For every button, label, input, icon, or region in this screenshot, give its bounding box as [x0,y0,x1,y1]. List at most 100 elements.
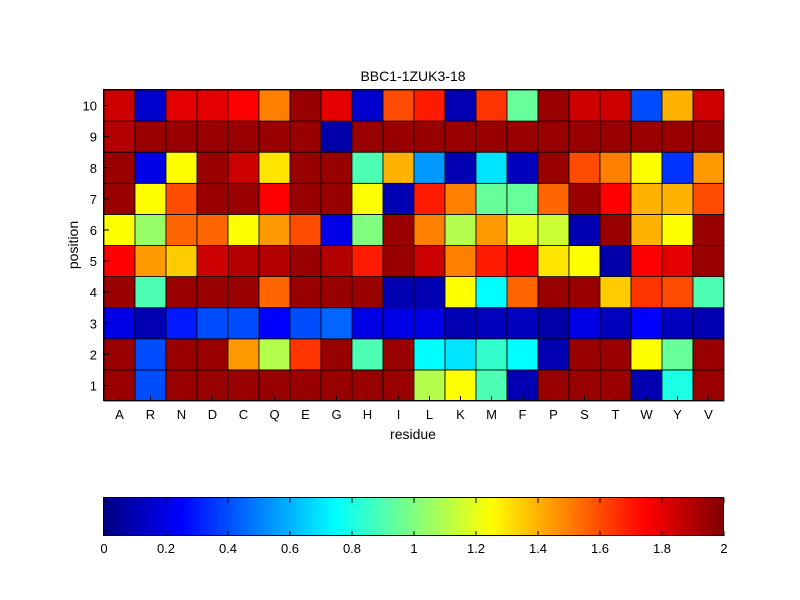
heatmap-cell [599,245,632,278]
heatmap-cell [692,338,725,371]
heatmap-cell [475,245,508,278]
heatmap-cell [413,307,446,340]
heatmap-cell [196,338,229,371]
y-tick-label: 8 [90,161,97,176]
heatmap-cell [444,276,477,309]
y-tick-label: 4 [90,285,97,300]
heatmap-cell [630,338,663,371]
heatmap-cell [692,89,725,122]
heatmap-cell [134,338,167,371]
heatmap-cell [599,307,632,340]
heatmap-cell [568,245,601,278]
heatmap-cell [258,369,291,402]
heatmap-cell [134,89,167,122]
heatmap-cell [599,276,632,309]
heatmap-cell [258,151,291,184]
heatmap-cell [630,151,663,184]
heatmap-cell [134,276,167,309]
heatmap-cell [227,151,260,184]
x-tick-label: L [426,407,433,422]
heatmap-cell [134,245,167,278]
heatmap-cell [506,213,539,246]
colorbar-tick-label: 0.4 [219,541,237,556]
heatmap-cell [475,276,508,309]
x-tick-label: A [115,407,124,422]
colorbar-gradient [103,497,724,536]
heatmap-cell [692,182,725,215]
heatmap-cell [568,338,601,371]
heatmap-cell [537,120,570,153]
colorbar-tick-label: 1 [410,541,417,556]
heatmap-cell [444,338,477,371]
heatmap-cell [320,213,353,246]
heatmap-cell [506,276,539,309]
heatmap-cell [413,151,446,184]
colorbar-tick-label: 0.6 [281,541,299,556]
heatmap-cell [661,245,694,278]
heatmap-cell [289,89,322,122]
heatmap-cell [134,120,167,153]
heatmap-cell [444,120,477,153]
x-tick-label: N [177,407,186,422]
heatmap-cell [227,276,260,309]
heatmap-cell [692,307,725,340]
heatmap-cell [413,213,446,246]
heatmap-cell [475,120,508,153]
heatmap-cell [134,369,167,402]
heatmap-cell [475,151,508,184]
colorbar-tick-label: 0 [100,541,107,556]
heatmap-cell [289,213,322,246]
heatmap-cell [382,120,415,153]
heatmap-cell [444,245,477,278]
colorbar-tick-label: 1.2 [467,541,485,556]
heatmap-cell [320,245,353,278]
heatmap-cell [351,213,384,246]
heatmap-cell [289,276,322,309]
heatmap-cell [692,120,725,153]
heatmap-cell [537,338,570,371]
y-tick-label: 5 [90,254,97,269]
x-axis-label: residue [390,426,436,442]
heatmap-cell [506,338,539,371]
heatmap-cell [568,213,601,246]
heatmap-cell [444,307,477,340]
x-tick-label: I [397,407,401,422]
heatmap-cell [196,89,229,122]
heatmap-cell [630,369,663,402]
x-tick-label: P [549,407,558,422]
heatmap-cell [475,338,508,371]
heatmap-cell [413,89,446,122]
y-tick-label: 3 [90,316,97,331]
colorbar-tick-label: 2 [720,541,727,556]
heatmap-cell [258,182,291,215]
x-tick-label: Y [673,407,682,422]
heatmap-cell [289,338,322,371]
heatmap-cell [289,151,322,184]
heatmap-cell [413,120,446,153]
heatmap-cell [227,245,260,278]
colorbar-tick-label: 1.4 [529,541,547,556]
heatmap-cell [320,338,353,371]
heatmap-cell [692,276,725,309]
heatmap-cell [475,89,508,122]
heatmap-cell [661,120,694,153]
heatmap-cell [134,182,167,215]
heatmap-cell [506,307,539,340]
heatmap-cell [444,89,477,122]
heatmap-cell [506,89,539,122]
heatmap-cell [630,182,663,215]
colorbar-tick-label: 0.2 [157,541,175,556]
heatmap-cell [630,213,663,246]
heatmap-cell [537,213,570,246]
heatmap-cell [351,89,384,122]
heatmap-cell [320,307,353,340]
heatmap-cell [475,307,508,340]
heatmap-cell [227,182,260,215]
heatmap-cell [692,369,725,402]
heatmap-cell [537,89,570,122]
heatmap-cell [227,213,260,246]
heatmap-cell [568,307,601,340]
heatmap-cell [382,182,415,215]
heatmap-cell [599,151,632,184]
